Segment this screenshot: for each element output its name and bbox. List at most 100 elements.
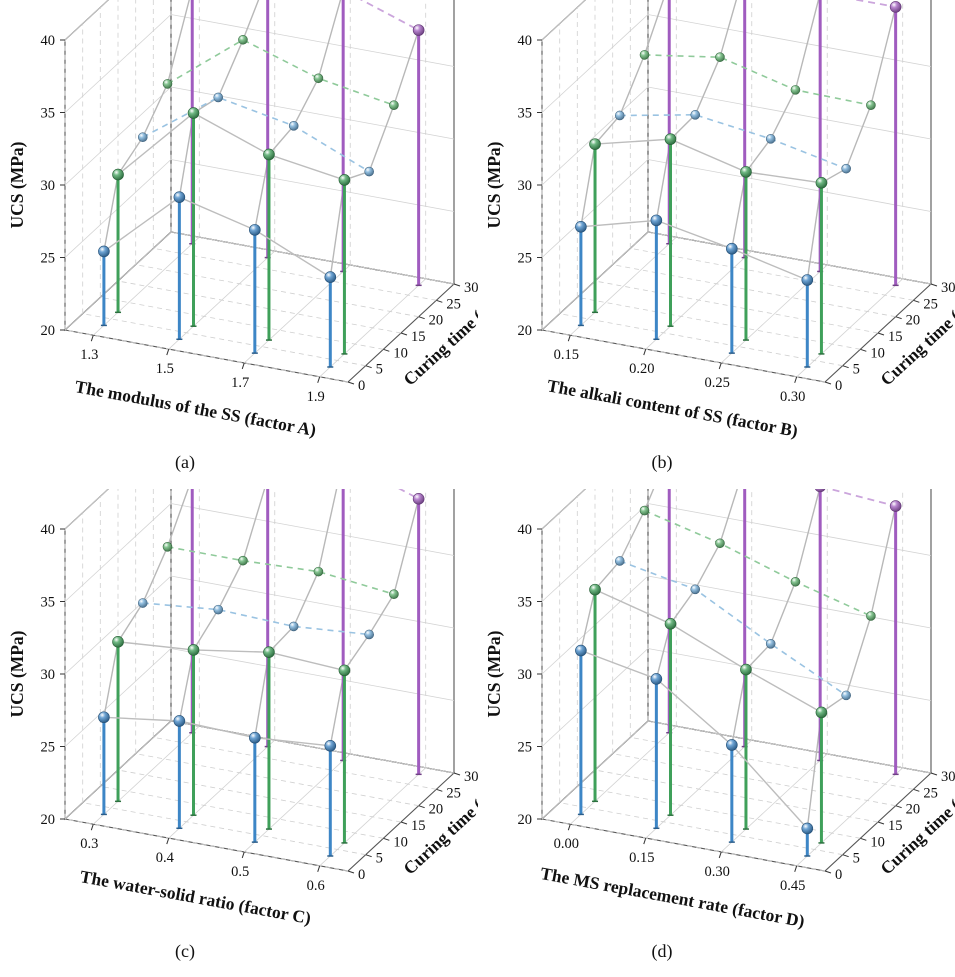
panel-a-ztick-mark-3 xyxy=(400,332,408,336)
panel-b-ztick-label-6: 30 xyxy=(941,280,955,296)
panel-a-ytick-label-0: 20 xyxy=(41,323,56,339)
panel-c-line-4 xyxy=(398,489,420,500)
panel-c-point-s2-x2 xyxy=(288,621,299,632)
panel-d-point-s2-x3 xyxy=(841,690,851,701)
panel-b-chart: 20253035400.150.200.250.30051015202530Th… xyxy=(484,0,955,473)
panel-a-xtick-label-1: 1.5 xyxy=(156,361,174,377)
panel-c-ygrid-4 xyxy=(64,489,109,530)
panel-c-ytick-label-2: 30 xyxy=(41,667,56,683)
panel-c-back-wall xyxy=(170,489,455,774)
panel-b-xtick-label-0: 0.15 xyxy=(554,347,579,363)
panel-d-xgrid-floor-0 xyxy=(570,725,677,825)
panel-c-data xyxy=(98,489,425,857)
panel-b-ztick-label-2: 10 xyxy=(870,345,885,361)
panel-d-ygrid-4 xyxy=(541,489,586,530)
panel-c-line-3 xyxy=(167,546,395,595)
panel-c-line-0 xyxy=(103,716,331,747)
panel-b-xtick-mark-3 xyxy=(794,376,798,383)
panel-a-caption: (a) xyxy=(175,452,195,473)
panel-d-zgrid-5 xyxy=(629,489,914,790)
panel-c-ztick-mark-3 xyxy=(400,821,408,825)
panel-a-point-s1-x3 xyxy=(338,174,351,186)
panel-d-zgrid-2 xyxy=(576,496,861,839)
panel-b-xgrid-floor-0 xyxy=(570,236,677,336)
panel-c-ztick-label-6: 30 xyxy=(464,769,478,785)
panel-a-ytick-label-2: 30 xyxy=(41,178,56,194)
panel-c-point-s1-x0 xyxy=(112,636,124,648)
panel-c-ztick-mark-2 xyxy=(383,837,390,841)
panel-c-point-s2-x0 xyxy=(137,598,148,608)
panel-b-ylabel: UCS (MPa) xyxy=(484,141,504,228)
panel-d-ytick-label-4: 40 xyxy=(518,522,533,538)
panel-a-point-s3-x0 xyxy=(162,79,173,89)
panel-b-point-s0-x1 xyxy=(650,214,663,227)
panel-c-xtick-mark-2 xyxy=(241,851,245,859)
panel-b-zgrid-4 xyxy=(612,0,896,318)
panel-c-line-1 xyxy=(117,641,345,672)
panel-b-gridlines xyxy=(540,0,933,383)
panel-c-zgrid-2 xyxy=(99,496,384,839)
panel-a-ztick-label-5: 25 xyxy=(446,296,461,312)
panel-b-caption: (b) xyxy=(652,452,673,473)
panel-a-xlabel: The modulus of the SS (factor A) xyxy=(73,376,317,440)
panel-b-ztick-mark-4 xyxy=(895,316,902,320)
panel-a-point-s3-x2 xyxy=(313,73,324,84)
panel-d-ztick-label-4: 20 xyxy=(906,802,921,818)
panel-c-gridlines xyxy=(63,489,456,872)
panel-a-xtick-label-2: 1.7 xyxy=(231,375,249,391)
panel-d-point-s2-x1 xyxy=(690,584,701,595)
panel-d-zgrid-4 xyxy=(612,489,896,807)
panel-a-ytick-label-4: 40 xyxy=(41,33,56,49)
panel-b-zgrid-5 xyxy=(629,0,914,301)
panel-d-chart: 20253035400.000.150.300.45051015202530Th… xyxy=(484,489,955,962)
panel-d-zgrid-0 xyxy=(541,529,826,872)
panel-a-xtick-mark-1 xyxy=(166,348,170,356)
panel-a-zgrid-5 xyxy=(152,0,437,301)
panel-a-ylabel: UCS (MPa) xyxy=(7,141,27,228)
panel-b-zgrid-3 xyxy=(594,0,879,334)
panel-a-point-s1-x0 xyxy=(112,168,124,181)
panel-d-zgrid-1 xyxy=(559,512,843,856)
panel-d-point-s2-x2 xyxy=(765,639,776,649)
panel-c-ytick-label-0: 20 xyxy=(41,812,56,828)
panel-c-ztick-mark-6 xyxy=(453,772,461,776)
panel-d-xtick-mark-0 xyxy=(567,824,571,831)
panel-a-ztick-label-0: 0 xyxy=(358,378,365,394)
panel-c-xtick-label-0: 0.3 xyxy=(80,836,98,852)
panel-c-xtick-mark-3 xyxy=(317,865,321,872)
panel-c-point-s3-x3 xyxy=(389,589,399,599)
panel-d-zgrid-6 xyxy=(647,489,932,774)
panel-b-point-s2-x3 xyxy=(841,163,851,174)
panel-a-gridlines xyxy=(63,0,456,383)
panel-c-ytick-label-4: 40 xyxy=(41,522,56,538)
panel-c-point-s1-x1 xyxy=(187,644,200,656)
panel-c-xtick-label-2: 0.5 xyxy=(231,864,249,880)
panel-a-ztick-mark-4 xyxy=(418,316,425,320)
panel-c-xtick-label-1: 0.4 xyxy=(156,850,175,866)
panel-a-ztick-mark-1 xyxy=(365,365,372,369)
panel-a-xtick-mark-3 xyxy=(317,376,321,383)
panel-a-line-4 xyxy=(359,0,420,31)
panel-d-ztick-mark-3 xyxy=(877,821,885,825)
panel-c-ztick-label-0: 0 xyxy=(358,867,365,883)
panel-d-line-4 xyxy=(826,489,896,507)
panel-a-point-s0-x0 xyxy=(98,245,110,258)
panel-b-ygrid-1 xyxy=(541,159,932,258)
panel-b-point-s1-x3 xyxy=(815,177,828,189)
panel-d-point-s2-x0 xyxy=(614,556,625,566)
panel-c-point-s2-x1 xyxy=(213,604,224,615)
panel-d-xtick-label-0: 0.00 xyxy=(554,836,579,852)
panel-a-line-0 xyxy=(103,196,331,278)
panel-a-point-s2-x3 xyxy=(364,166,374,177)
panel-c-zgrid-6 xyxy=(170,489,455,774)
panel-c-point-s0-x2 xyxy=(249,731,261,744)
panel-b-xtick-label-3: 0.30 xyxy=(780,389,805,405)
panel-d-point-s1-x0 xyxy=(589,583,601,596)
panel-d-point-s4-x2 xyxy=(814,489,826,493)
panel-a-back-wall xyxy=(170,0,455,285)
panel-c-ztick-label-3: 15 xyxy=(411,818,426,834)
panel-a-line-1 xyxy=(117,112,345,181)
panel-d-ytick-label-0: 20 xyxy=(518,812,533,828)
panel-b-zgrid-0 xyxy=(541,40,826,383)
